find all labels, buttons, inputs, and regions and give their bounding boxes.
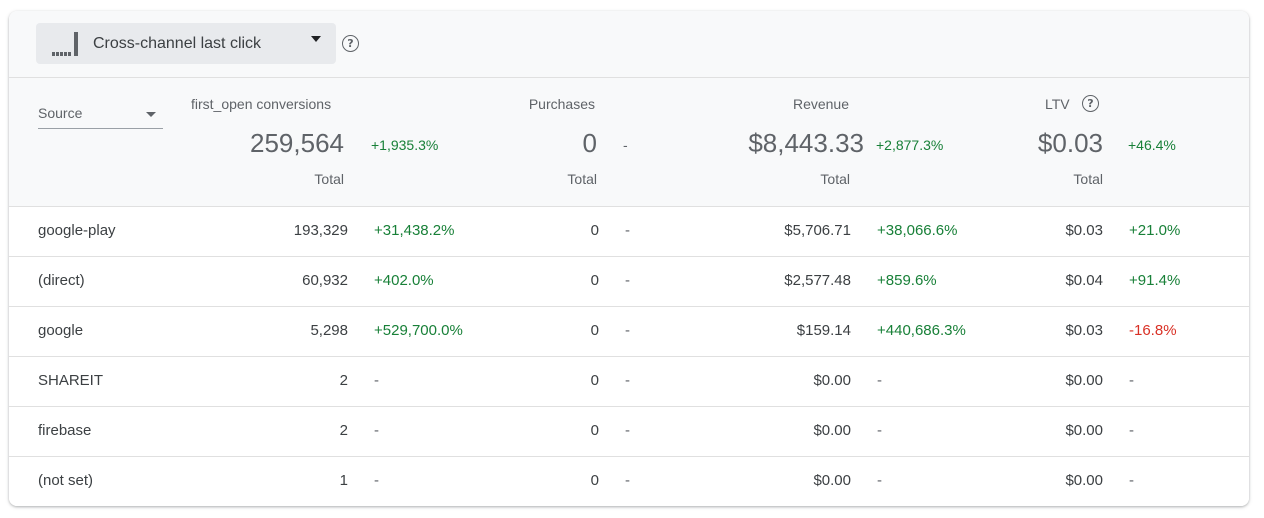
- cell-revenue: $0.00: [813, 372, 851, 389]
- total-purchases-change: -: [623, 137, 628, 153]
- metric-header-revenue[interactable]: Revenue: [792, 96, 849, 112]
- cell-conversions: 60,932: [302, 272, 348, 289]
- cell-conversions-change: -: [374, 422, 379, 439]
- cell-conversions: 5,298: [310, 322, 348, 339]
- cell-ltv-change: +91.4%: [1129, 272, 1181, 289]
- cell-conversions-change: +529,700.0%: [374, 322, 463, 339]
- attribution-model-label: Cross-channel last click: [93, 35, 262, 52]
- cell-source: (direct): [38, 272, 85, 289]
- metric-header-ltv[interactable]: LTV: [1045, 96, 1070, 112]
- caret-down-icon: [146, 112, 156, 117]
- cell-revenue-change: +38,066.6%: [877, 222, 958, 239]
- cell-revenue: $0.00: [813, 422, 851, 439]
- cell-ltv-change: +21.0%: [1129, 222, 1181, 239]
- cell-conversions: 2: [339, 372, 348, 389]
- total-revenue: $8,443.33: [748, 128, 864, 158]
- cell-purchases-change: -: [625, 372, 630, 389]
- total-ltv-change: +46.4%: [1128, 137, 1176, 153]
- attribution-model-dropdown[interactable]: Cross-channel last click: [36, 23, 336, 64]
- cell-revenue-change: +440,686.3%: [877, 322, 966, 339]
- cell-purchases-change: -: [625, 272, 630, 289]
- help-icon[interactable]: ?: [1082, 95, 1099, 112]
- cell-source: google-play: [38, 222, 116, 239]
- cell-purchases: 0: [590, 472, 599, 489]
- cell-purchases: 0: [590, 272, 599, 289]
- cell-purchases-change: -: [625, 322, 630, 339]
- cell-ltv: $0.03: [1065, 322, 1103, 339]
- cell-revenue: $2,577.48: [784, 272, 851, 289]
- total-conversions-change: +1,935.3%: [371, 137, 439, 153]
- table-row[interactable]: SHAREIT 2 - 0 - $0.00 - $0.00 -: [9, 357, 1249, 407]
- cell-source: google: [38, 322, 84, 339]
- cell-purchases: 0: [590, 422, 599, 439]
- dimension-dropdown[interactable]: Source: [38, 102, 163, 129]
- cell-source: (not set): [38, 472, 94, 489]
- metrics-header: Source first_open conversions 259,564 +1…: [9, 78, 1249, 207]
- cell-ltv: $0.00: [1065, 372, 1103, 389]
- table-row[interactable]: google-play 193,329 +31,438.2% 0 - $5,706.71 +…: [9, 207, 1249, 257]
- cell-purchases: 0: [590, 222, 599, 239]
- cell-conversions: 1: [339, 472, 348, 489]
- metric-header-conversions[interactable]: first_open conversions: [191, 96, 332, 112]
- table-row[interactable]: firebase 2 - 0 - $0.00 - $0.00 -: [9, 407, 1249, 457]
- total-label: Total: [567, 171, 597, 187]
- table-row[interactable]: google 5,298 +529,700.0% 0 - $159.14 +440,686.…: [9, 307, 1249, 357]
- cell-revenue: $159.14: [796, 322, 851, 339]
- cell-conversions-change: +402.0%: [374, 272, 434, 289]
- cell-conversions-change: -: [374, 372, 379, 389]
- total-conversions: 259,564: [250, 128, 344, 158]
- total-label: Total: [314, 171, 344, 187]
- cell-ltv-change: -16.8%: [1129, 322, 1177, 339]
- cell-purchases-change: -: [625, 422, 630, 439]
- cell-ltv: $0.00: [1065, 422, 1103, 439]
- cell-ltv-change: -: [1129, 372, 1134, 389]
- toolbar: Cross-channel last click ?: [9, 11, 1249, 78]
- cell-revenue: $5,706.71: [784, 222, 851, 239]
- caret-down-icon: [311, 36, 321, 42]
- cell-ltv-change: -: [1129, 472, 1134, 489]
- cell-revenue-change: -: [877, 472, 882, 489]
- attribution-report-card: Cross-channel last click ? Source first_…: [9, 11, 1249, 506]
- cell-ltv: $0.00: [1065, 472, 1103, 489]
- cell-purchases: 0: [590, 322, 599, 339]
- total-label: Total: [1073, 171, 1103, 187]
- cell-revenue-change: -: [877, 422, 882, 439]
- total-ltv: $0.03: [1037, 128, 1103, 158]
- cell-source: SHAREIT: [38, 372, 104, 389]
- cell-ltv: $0.03: [1065, 222, 1103, 239]
- cell-conversions-change: -: [374, 472, 379, 489]
- help-icon[interactable]: ?: [342, 35, 359, 52]
- attribution-model-icon: [52, 32, 82, 56]
- cell-revenue-change: -: [877, 372, 882, 389]
- cell-purchases: 0: [590, 372, 599, 389]
- table-row[interactable]: (not set) 1 - 0 - $0.00 - $0.00 -: [9, 457, 1249, 506]
- cell-conversions-change: +31,438.2%: [374, 222, 455, 239]
- cell-revenue-change: +859.6%: [877, 272, 937, 289]
- dimension-label: Source: [38, 105, 83, 121]
- cell-ltv-change: -: [1129, 422, 1134, 439]
- cell-conversions: 193,329: [293, 222, 348, 239]
- cell-revenue: $0.00: [813, 472, 851, 489]
- cell-conversions: 2: [339, 422, 348, 439]
- cell-purchases-change: -: [625, 472, 630, 489]
- cell-source: firebase: [38, 422, 92, 439]
- metric-header-purchases[interactable]: Purchases: [528, 96, 595, 112]
- table-row[interactable]: (direct) 60,932 +402.0% 0 - $2,577.48 +859.6% $…: [9, 257, 1249, 307]
- cell-purchases-change: -: [625, 222, 630, 239]
- cell-ltv: $0.04: [1065, 272, 1103, 289]
- total-label: Total: [820, 171, 850, 187]
- total-purchases: 0: [582, 128, 597, 158]
- total-revenue-change: +2,877.3%: [876, 137, 944, 153]
